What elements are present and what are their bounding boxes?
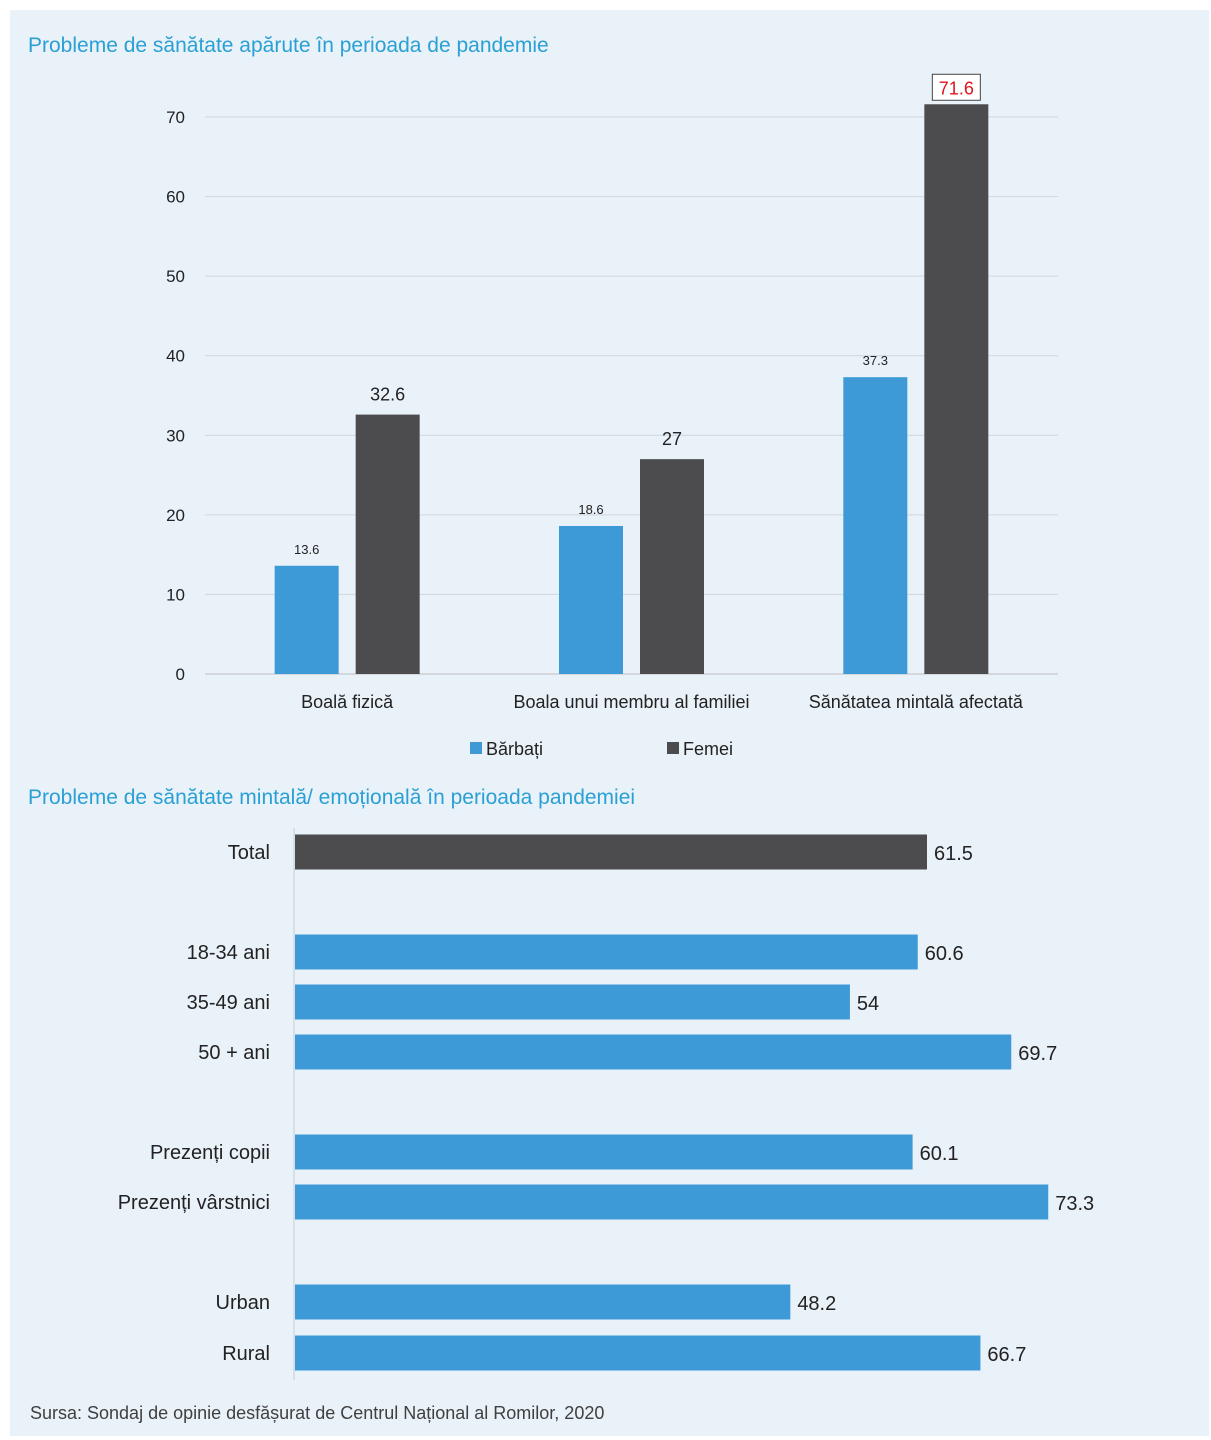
- data-label: 73.3: [1055, 1193, 1094, 1215]
- y-tick-label: 10: [166, 585, 185, 604]
- bar: [295, 1184, 1049, 1220]
- data-label: 37.3: [863, 353, 888, 368]
- bar: [295, 934, 918, 970]
- chart1-title: Probleme de sănătate apărute în perioada…: [28, 34, 549, 57]
- data-label-box: [931, 73, 981, 101]
- data-label: 71.6: [939, 78, 974, 98]
- y-category-label: 50 + ani: [198, 1042, 270, 1064]
- data-label: 60.1: [920, 1143, 959, 1165]
- y-tick-label: 50: [166, 267, 185, 286]
- y-category-label: Rural: [222, 1343, 270, 1365]
- x-category-label: Sănătatea mintală afectată: [809, 692, 1024, 712]
- bar: [355, 414, 420, 674]
- bar: [295, 1284, 791, 1320]
- data-label: 69.7: [1018, 1043, 1057, 1065]
- legend-label: Bărbați: [486, 739, 543, 759]
- source-note: Sursa: Sondaj de opinie desfășurat de Ce…: [30, 1403, 605, 1423]
- data-label: 27: [662, 429, 682, 449]
- bar: [924, 104, 989, 675]
- data-label: 54: [857, 993, 879, 1015]
- data-label: 61.5: [934, 843, 973, 865]
- y-tick-label: 30: [166, 426, 185, 445]
- data-label: 32.6: [370, 385, 405, 405]
- legend-swatch: [470, 742, 482, 754]
- x-category-label: Boala unui membru al familiei: [513, 692, 749, 712]
- bar: [295, 1134, 913, 1170]
- data-label: 48.2: [797, 1293, 836, 1315]
- y-tick-label: 0: [176, 665, 185, 684]
- bar: [295, 984, 850, 1020]
- legend-swatch: [667, 742, 679, 754]
- bar: [295, 1335, 981, 1371]
- y-category-label: 18-34 ani: [187, 942, 270, 964]
- data-label: 18.6: [578, 502, 603, 517]
- y-tick-label: 20: [166, 506, 185, 525]
- bar: [295, 834, 927, 870]
- y-category-label: Prezenți copii: [150, 1142, 270, 1164]
- bar: [843, 377, 908, 674]
- chart2-title: Probleme de sănătate mintală/ emoțională…: [28, 786, 636, 809]
- y-category-label: 35-49 ani: [187, 992, 270, 1014]
- y-category-label: Urban: [216, 1292, 270, 1314]
- y-tick-label: 70: [166, 108, 185, 127]
- bar: [295, 1034, 1012, 1070]
- bar: [559, 525, 623, 674]
- bar: [640, 459, 704, 674]
- legend-label: Femei: [683, 739, 733, 759]
- bar: [274, 565, 339, 674]
- y-category-label: Total: [228, 842, 270, 864]
- x-category-label: Boală fizică: [301, 692, 394, 712]
- y-category-label: Prezenți vârstnici: [118, 1192, 270, 1214]
- y-tick-label: 40: [166, 347, 185, 366]
- data-label: 13.6: [294, 542, 319, 557]
- data-label: 60.6: [925, 943, 964, 965]
- y-tick-label: 60: [166, 188, 185, 207]
- vertical-bar-chart: 0 10 20 30 40 50 60 70 13.6 32.6 Boală fizică 18.6 2…: [166, 73, 1058, 759]
- data-label: 66.7: [987, 1344, 1026, 1366]
